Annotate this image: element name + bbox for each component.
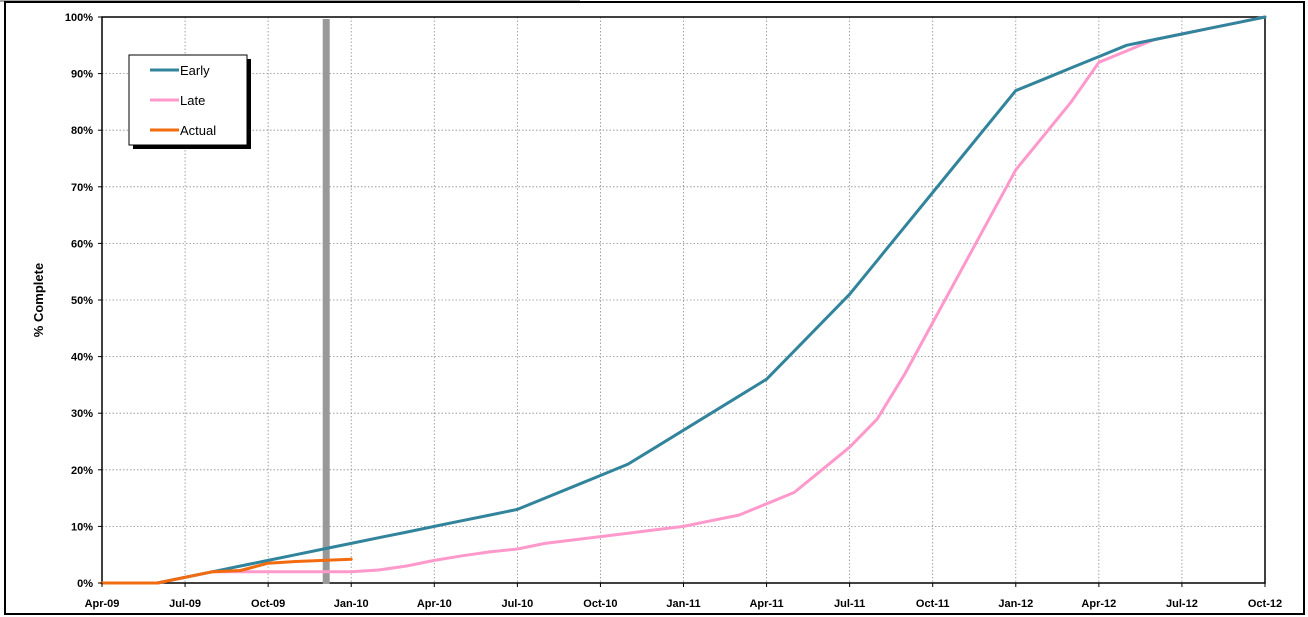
y-tick-label: 40% xyxy=(71,352,93,364)
y-tick-label: 90% xyxy=(71,69,93,81)
x-tick-label: Oct-09 xyxy=(251,598,285,610)
x-tick-label: Jan-12 xyxy=(998,598,1033,610)
x-tick-label: Jul-12 xyxy=(1166,598,1198,610)
legend-label-early: Early xyxy=(180,63,210,78)
x-axis-ticks: Apr-09 Jul-09 Oct-09 Jan-10 Apr-10 Jul-10 Oct-… xyxy=(85,583,1282,610)
x-tick-label: Apr-09 xyxy=(85,598,120,610)
x-tick-label: Jan-10 xyxy=(334,598,369,610)
legend-label-late: Late xyxy=(180,93,205,108)
y-tick-label: 50% xyxy=(71,295,93,307)
x-tick-label: Oct-12 xyxy=(1248,598,1282,610)
legend: Early Late Actual xyxy=(128,54,251,149)
chart-frame xyxy=(4,1,1305,615)
series-line-actual xyxy=(100,557,353,585)
series-line-late xyxy=(100,15,1267,585)
x-tick-label: Apr-11 xyxy=(749,598,783,610)
y-tick-label: 30% xyxy=(71,408,93,420)
x-tick-label: Oct-10 xyxy=(583,598,617,610)
legend-box xyxy=(128,54,248,146)
series-line-early xyxy=(100,15,1267,585)
x-tick-label: Jul-09 xyxy=(169,598,201,610)
series-group xyxy=(100,15,1267,585)
gridlines xyxy=(102,17,1265,583)
y-axis-ticks: 0% 10% 20% 30% 40% 50% 60% 70% 80% 90% 100% xyxy=(65,12,102,590)
x-tick-label: Apr-12 xyxy=(1081,598,1116,610)
y-tick-label: 80% xyxy=(71,125,93,137)
y-tick-label: 0% xyxy=(77,578,93,590)
x-tick-label: Jan-11 xyxy=(666,598,700,610)
legend-label-actual: Actual xyxy=(180,123,216,138)
y-tick-label: 20% xyxy=(71,465,93,477)
x-tick-label: Apr-10 xyxy=(417,598,452,610)
x-tick-label: Jul-10 xyxy=(501,598,533,610)
x-tick-label: Jul-11 xyxy=(834,598,865,610)
y-tick-label: 70% xyxy=(71,182,93,194)
y-tick-label: 10% xyxy=(71,521,93,533)
y-axis-title: % Complete xyxy=(31,263,46,337)
y-tick-label: 100% xyxy=(65,12,93,24)
x-tick-label: Oct-11 xyxy=(916,598,950,610)
y-tick-label: 60% xyxy=(71,238,93,250)
